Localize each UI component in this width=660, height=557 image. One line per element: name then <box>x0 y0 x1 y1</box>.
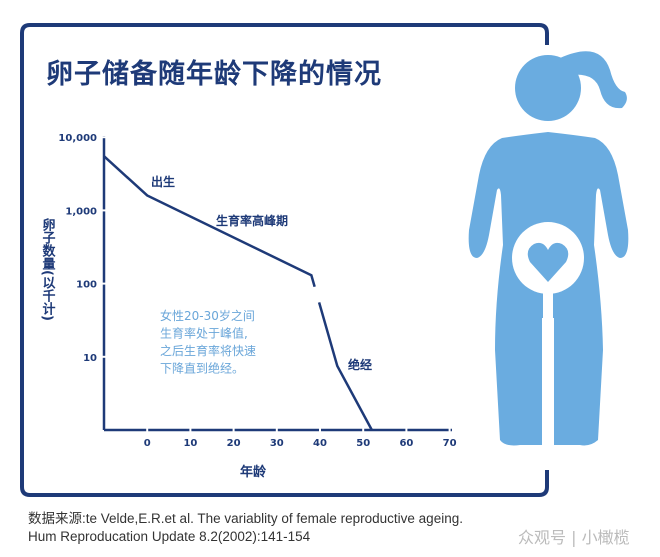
annotation-note-line: 下降直到绝经。 <box>160 361 244 376</box>
y-tick-gap <box>100 136 108 139</box>
y-tick-label: 1,000 <box>65 206 97 217</box>
y-axis-label: 卵子数量(以千计) <box>40 217 56 320</box>
axis-break <box>311 286 321 304</box>
x-tick-label: 10 <box>183 438 197 449</box>
y-tick-gap <box>100 355 108 358</box>
annotation-menopause: 绝经 <box>348 357 372 372</box>
x-tick-gap <box>362 426 365 434</box>
frame <box>20 23 549 497</box>
chart: 0 10 20 30 40 50 60 70 10,000 1,000 100 10 年龄 卵子数量(以千… <box>40 133 457 480</box>
x-tick-gap <box>232 426 235 434</box>
y-tick-gap <box>100 209 108 212</box>
annotation-note-line: 生育率处于峰值, <box>160 326 248 341</box>
x-tick-gap <box>319 426 321 434</box>
x-tick-label: 70 <box>443 438 457 449</box>
x-tick-label: 30 <box>270 438 284 449</box>
y-tick-label: 10,000 <box>58 133 97 144</box>
annotation-note-line: 之后生育率将快速 <box>160 343 256 358</box>
x-tick-label: 20 <box>227 438 241 449</box>
y-tick-label: 10 <box>83 353 97 364</box>
source-line-2: Hum Reproducation Update 8.2(2002):141-1… <box>28 529 311 544</box>
x-tick-gap <box>146 426 149 434</box>
x-tick-label: 50 <box>356 438 370 449</box>
series-line <box>103 155 373 431</box>
y-tick-gap <box>100 282 108 285</box>
source-line-1: 数据来源:te Velde,E.R.et al. The variablity … <box>28 511 463 526</box>
x-axis-label: 年龄 <box>240 464 267 480</box>
annotation-peak: 生育率高峰期 <box>216 213 288 228</box>
x-tick-gap <box>448 426 451 434</box>
data-source: 数据来源:te Velde,E.R.et al. The variablity … <box>28 510 463 546</box>
x-tick-gap <box>275 426 278 434</box>
annotation-note-line: 女性20-30岁之间 <box>160 308 255 323</box>
annotation-birth: 出生 <box>151 174 175 189</box>
woman-heart-icon <box>468 51 629 450</box>
page-title: 卵子储备随年龄下降的情况 <box>46 59 382 90</box>
x-tick-gap <box>405 426 408 434</box>
y-tick-label: 100 <box>76 280 97 291</box>
watermark: 众观号 | 小橄榄 <box>518 528 630 547</box>
x-tick-label: 60 <box>399 438 413 449</box>
x-tick-label: 40 <box>313 438 327 449</box>
x-tick-gap <box>189 426 192 434</box>
x-tick-label: 0 <box>144 438 151 449</box>
